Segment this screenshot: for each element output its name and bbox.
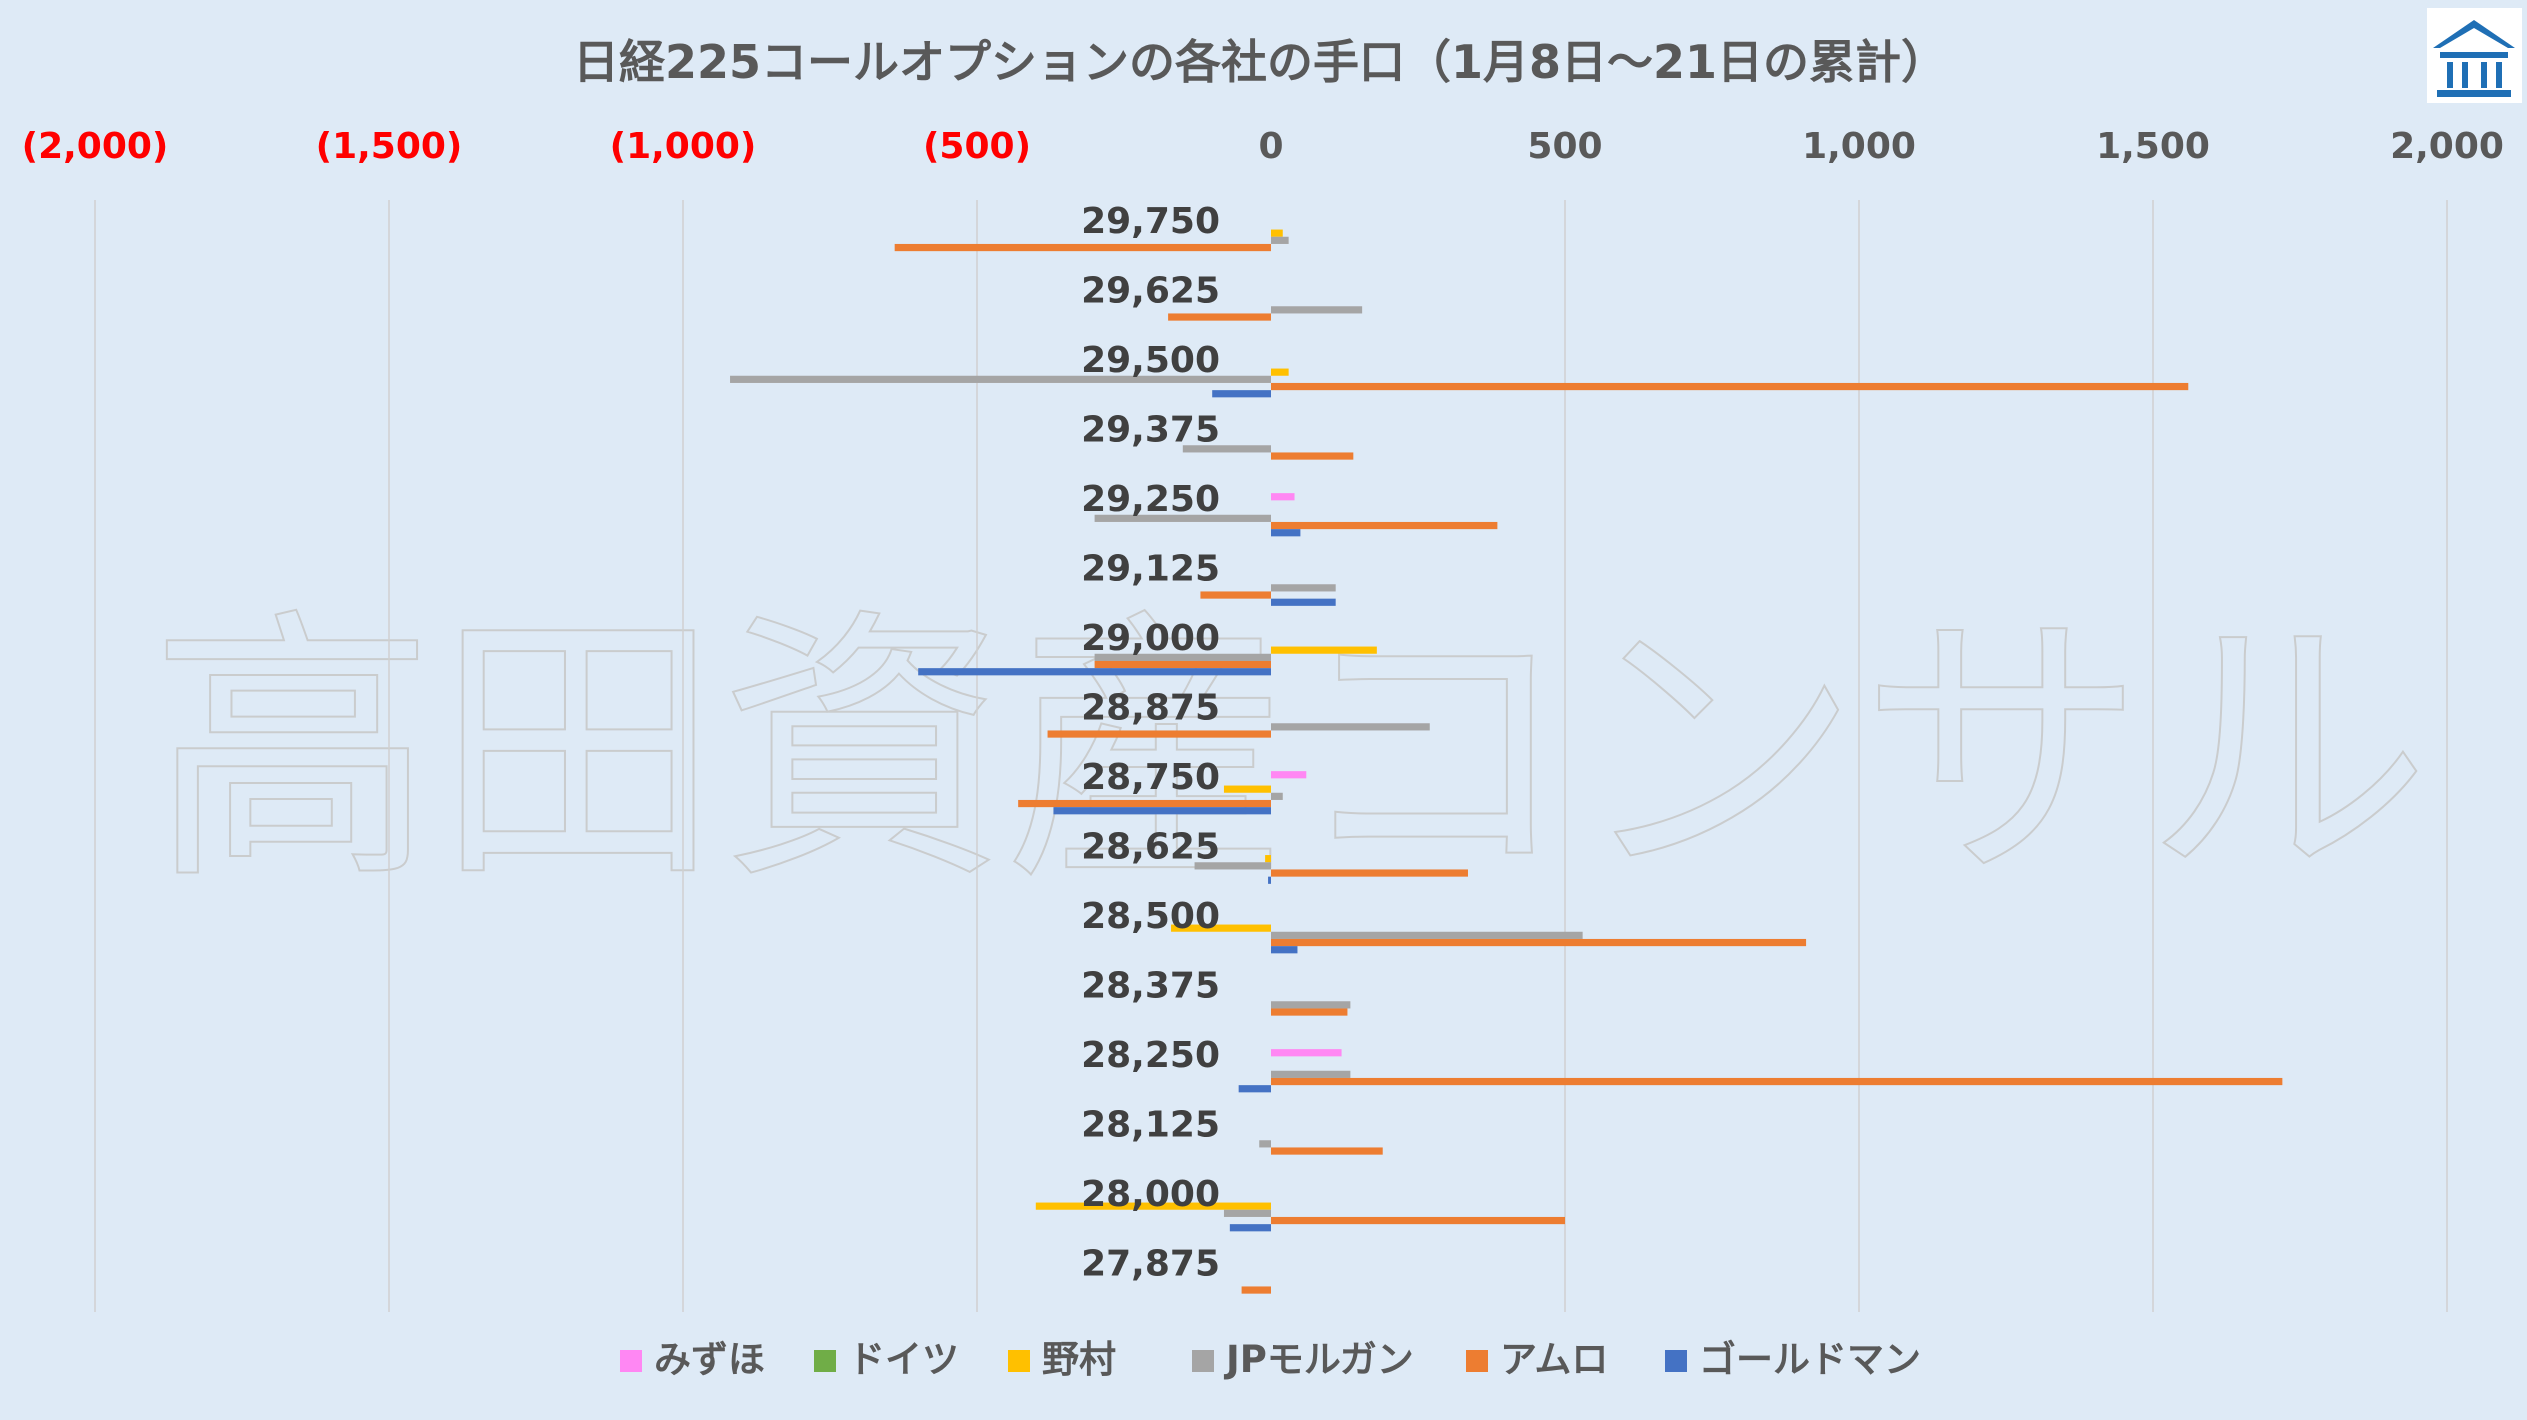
bar (1271, 493, 1295, 501)
legend-label: ドイツ (848, 1338, 959, 1381)
bar (1271, 236, 1289, 244)
chart-title: 日経225コールオプションの各社の手口（1月8日～21日の累計） (573, 35, 1947, 89)
legend-label: アムロ (1500, 1338, 1608, 1381)
bar (1265, 855, 1271, 863)
watermark-text: 高田資産コンサル (150, 586, 2430, 918)
bar (1271, 306, 1363, 314)
bar (1018, 799, 1271, 808)
bar (1094, 653, 1271, 661)
bar (1271, 368, 1289, 376)
x-tick-label: (2,000) (22, 126, 169, 167)
bar (1053, 807, 1271, 815)
category-label: 29,250 (1081, 479, 1220, 520)
category-label: 28,125 (1081, 1104, 1220, 1145)
bar (1271, 598, 1336, 606)
bar (1182, 445, 1271, 453)
category-label: 29,750 (1081, 201, 1220, 242)
legend-label: ゴールドマン (1699, 1338, 1921, 1381)
bar (1171, 924, 1271, 932)
bar (1241, 1286, 1271, 1294)
x-tick-label: 500 (1527, 126, 1602, 167)
x-tick-label: (500) (923, 126, 1031, 167)
bar (1268, 876, 1271, 884)
category-label: 28,375 (1081, 965, 1220, 1006)
legend-swatch (814, 1350, 836, 1372)
x-tick-label: 0 (1258, 126, 1283, 167)
bar (1259, 1140, 1271, 1148)
category-label: 29,500 (1081, 340, 1220, 381)
legend-swatch (1008, 1350, 1030, 1372)
category-label: 28,000 (1081, 1174, 1220, 1215)
bar (1035, 1202, 1271, 1210)
legend-swatch (620, 1350, 642, 1372)
legend-swatch (1466, 1350, 1488, 1372)
bar (1271, 1008, 1348, 1016)
x-tick-label: (1,500) (316, 126, 463, 167)
category-label: 28,750 (1081, 757, 1220, 798)
bar (1271, 1001, 1351, 1009)
legend-label: みずほ (654, 1338, 765, 1381)
category-label: 28,625 (1081, 826, 1220, 867)
category-label: 29,375 (1081, 409, 1220, 450)
category-label: 28,875 (1081, 687, 1220, 728)
legend-swatch (1192, 1350, 1214, 1372)
x-axis-tick-labels: (2,000) (1,500) (1,000) (500) 0 500 1,000 1,500… (22, 126, 2504, 167)
category-labels: 29,750 29,625 29,500 29,375 29,250 29,125 29,0… (1081, 201, 1220, 1285)
bar (894, 243, 1271, 252)
bar (1271, 521, 1498, 530)
category-label: 29,000 (1081, 618, 1220, 659)
bar (1271, 584, 1336, 592)
category-label: 27,875 (1081, 1243, 1220, 1284)
bar (1271, 938, 1807, 947)
bar (1271, 1216, 1565, 1225)
bar (1094, 514, 1271, 522)
x-tick-label: 1,500 (2096, 126, 2210, 167)
bar (1271, 931, 1583, 939)
bar (1271, 771, 1307, 779)
legend-swatch (1665, 1350, 1687, 1372)
category-label: 28,500 (1081, 896, 1220, 937)
bar (1229, 1224, 1271, 1232)
bars-group (730, 229, 2283, 1294)
building-icon (2433, 20, 2515, 97)
x-tick-label: (1,000) (610, 126, 757, 167)
bar (1223, 1209, 1271, 1217)
legend: みずほ ドイツ 野村 JPモルガン アムロ ゴールドマン (620, 1338, 1921, 1381)
bar (1271, 1147, 1383, 1155)
bar (1271, 382, 2189, 391)
building-logo (2427, 8, 2522, 103)
bar (1223, 785, 1271, 793)
bar (1271, 723, 1430, 731)
bar (1271, 1049, 1342, 1057)
category-label: 29,125 (1081, 548, 1220, 589)
x-tick-label: 1,000 (1802, 126, 1916, 167)
bar (1271, 1077, 2283, 1086)
bar (1168, 313, 1271, 321)
legend-label: JPモルガン (1223, 1338, 1414, 1381)
bar (1200, 591, 1271, 599)
bar (1238, 1085, 1271, 1093)
x-tick-label: 2,000 (2390, 126, 2504, 167)
legend-label: 野村 (1042, 1338, 1116, 1381)
bar (1271, 646, 1377, 654)
bar (1271, 869, 1468, 877)
bar (918, 668, 1271, 676)
bar (1271, 229, 1283, 237)
bar (1271, 452, 1354, 460)
bar (1271, 1070, 1351, 1078)
bar (1271, 946, 1298, 954)
bar (1194, 862, 1271, 870)
bar (730, 375, 1271, 383)
category-label: 29,625 (1081, 270, 1220, 311)
bar (1047, 730, 1271, 738)
category-label: 28,250 (1081, 1035, 1220, 1076)
bar (1271, 529, 1301, 537)
bar (1094, 660, 1271, 669)
bar (1212, 390, 1271, 398)
bar (1271, 792, 1283, 800)
